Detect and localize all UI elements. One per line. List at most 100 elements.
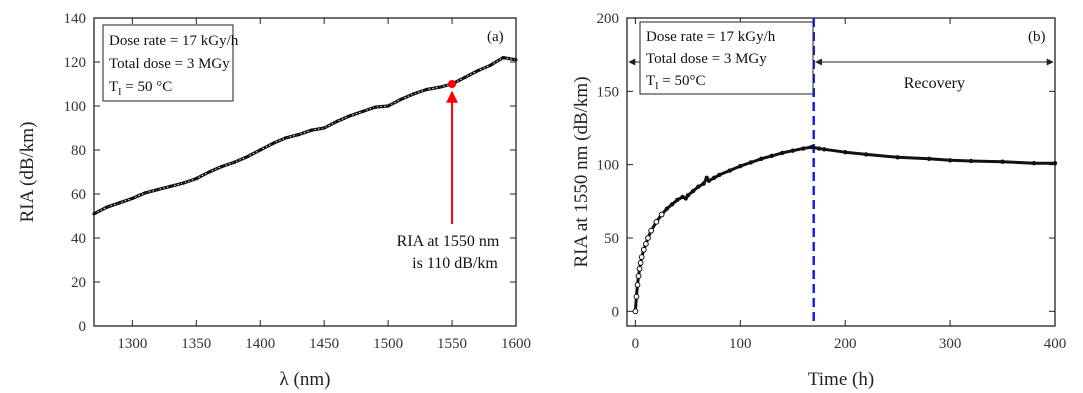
data-point-a	[117, 201, 122, 205]
y-tick-label-a: 20	[71, 275, 86, 291]
x-tick-label-b: 100	[729, 336, 752, 352]
condition-total-dose-a: Total dose = 3 MGy	[109, 56, 230, 72]
data-point-b	[711, 175, 717, 181]
data-point-b	[1031, 161, 1037, 166]
data-point-a	[476, 69, 480, 73]
data-point-a	[194, 177, 198, 181]
data-point-b	[642, 240, 649, 247]
x-tick-label-b: 200	[834, 336, 857, 352]
data-point-b	[769, 153, 774, 159]
y-tick-label-b: 150	[597, 84, 620, 100]
condition-dose-rate-a: Dose rate = 17 kGy/h	[109, 33, 239, 49]
data-point-b	[947, 158, 953, 163]
data-point-b	[690, 188, 696, 194]
data-point-a	[258, 148, 262, 152]
y-tick-label-b: 0	[612, 304, 620, 320]
data-point-b	[801, 146, 806, 151]
data-point-a	[284, 136, 288, 140]
data-point-b	[704, 175, 709, 181]
y-tick-label-a: 100	[64, 99, 87, 115]
data-point-b	[645, 235, 651, 241]
data-point-b	[822, 147, 827, 152]
condition-total-dose-b: Total dose = 3 MGy	[646, 51, 767, 67]
data-point-b	[648, 227, 655, 234]
y-tick-label-a: 0	[79, 319, 87, 335]
data-point-b	[653, 218, 660, 225]
annotation-line-1: RIA at 1550 nm	[397, 233, 500, 250]
data-point-b	[926, 156, 932, 162]
x-tick-label-b: 0	[632, 336, 640, 352]
data-point-a	[501, 56, 505, 60]
data-point-a	[297, 133, 301, 137]
condition-dose-rate-b: Dose rate = 17 kGy/h	[646, 29, 776, 45]
plot-frame-a	[93, 17, 517, 327]
data-point-b	[634, 282, 641, 288]
data-point-b	[1000, 159, 1005, 164]
data-point-a	[373, 105, 377, 109]
x-tick-label-a: 1400	[245, 336, 275, 352]
panel-label-a: (a)	[487, 29, 504, 45]
x-tick-label-a: 1300	[117, 336, 147, 352]
data-point-b	[759, 156, 764, 162]
conditions-box-b: Dose rate = 17 kGy/h Total dose = 3 MGy …	[639, 21, 814, 95]
data-point-b	[640, 246, 647, 253]
data-point-a	[463, 75, 467, 79]
axis-ticks-a: 1300 1350 1400 1450 1500 1550 1600 0 20 40 60 80 100…	[64, 11, 532, 352]
data-point-b	[638, 254, 645, 260]
data-point-a	[322, 126, 326, 130]
data-point-a	[424, 87, 429, 92]
series-line-b	[633, 145, 1055, 312]
data-point-b	[636, 265, 643, 272]
data-point-b	[842, 150, 848, 155]
data-series-b	[632, 144, 1058, 315]
x-tick-label-a: 1550	[437, 336, 467, 352]
data-point-b	[895, 155, 900, 160]
data-point-a	[437, 85, 441, 89]
data-point-a	[360, 109, 365, 114]
data-point-b	[701, 181, 706, 186]
data-point-b	[717, 172, 722, 178]
data-point-a	[271, 141, 275, 145]
y-axis-label-a: RIA (dB/km)	[17, 122, 38, 223]
x-tick-label-b: 400	[1044, 336, 1067, 352]
data-point-a	[335, 119, 339, 123]
data-point-b	[696, 184, 701, 189]
data-point-b	[780, 150, 785, 156]
data-series-a	[92, 55, 518, 216]
x-tick-label-a: 1350	[181, 336, 211, 352]
y-tick-label-b: 200	[597, 11, 620, 27]
data-point-b	[658, 211, 665, 218]
data-point-b	[809, 144, 814, 150]
annotation-line-2: is 110 dB/km	[412, 255, 498, 272]
data-point-a	[130, 196, 134, 200]
data-point-b	[635, 273, 642, 280]
data-point-a	[92, 212, 96, 216]
x-axis-label-a: λ (nm)	[280, 369, 331, 390]
data-point-b	[706, 178, 712, 184]
data-point-a	[514, 58, 518, 62]
data-point-a	[207, 170, 211, 174]
panel-label-b: (b)	[1028, 29, 1046, 45]
y-tick-label-b: 100	[597, 158, 620, 174]
data-point-a	[348, 114, 352, 118]
data-point-b	[683, 196, 688, 201]
data-point-a	[169, 184, 173, 188]
y-tick-label-b: 50	[604, 231, 619, 247]
x-tick-label-a: 1500	[373, 336, 403, 352]
annotation-a: RIA at 1550 nm is 110 dB/km	[397, 90, 500, 272]
series-marker-texture-a	[93, 57, 517, 215]
data-point-b	[790, 148, 795, 153]
y-tick-label-a: 40	[71, 231, 86, 247]
chart-panel-a: 1300 1350 1400 1450 1500 1550 1600 0 20 40 60 80 100…	[17, 11, 531, 390]
data-point-b	[816, 146, 822, 151]
data-point-a	[233, 160, 237, 164]
data-point-b	[633, 293, 640, 300]
x-axis-label-b: Time (h)	[808, 369, 874, 390]
data-point-a	[143, 191, 147, 195]
data-point-a	[309, 128, 313, 132]
data-point-b	[748, 160, 753, 165]
data-point-b	[669, 202, 675, 207]
data-point-b	[727, 168, 733, 173]
